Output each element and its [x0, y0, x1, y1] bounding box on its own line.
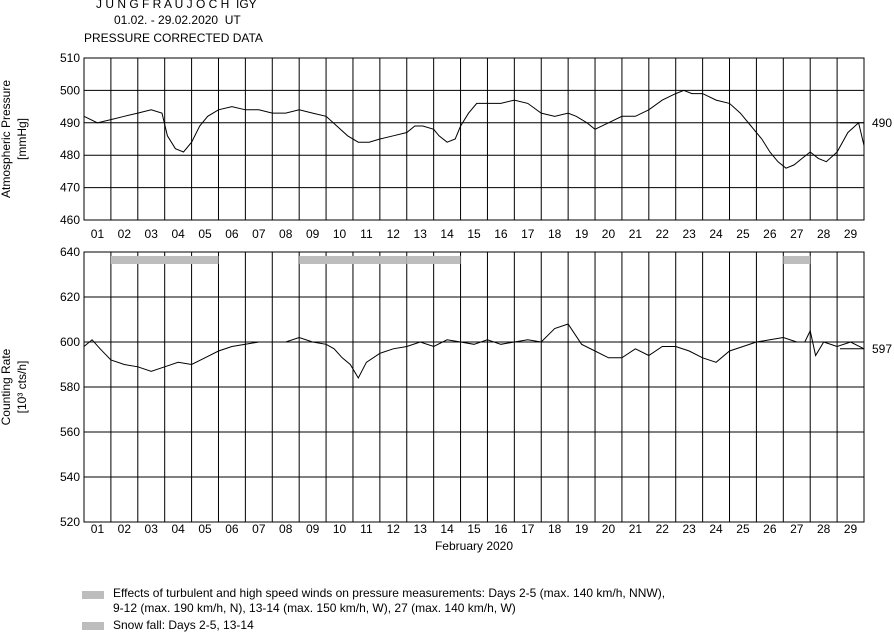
x-tick-label: 19 — [575, 522, 589, 536]
x-tick-label: 01 — [91, 227, 105, 241]
plot-frame — [83, 57, 865, 221]
y-tick-label: 470 — [60, 181, 80, 195]
y-axis-unit: [mmHg] — [15, 118, 29, 160]
x-tick-label: 24 — [709, 227, 723, 241]
x-tick-label: 10 — [333, 522, 347, 536]
snow-legend-swatch — [82, 622, 104, 630]
y-tick-label: 560 — [60, 425, 80, 439]
x-tick-label: 07 — [252, 227, 266, 241]
x-tick-label: 15 — [467, 522, 481, 536]
y-tick-label: 510 — [60, 51, 80, 65]
y-tick-label: 600 — [60, 335, 80, 349]
x-tick-label: 11 — [360, 227, 373, 241]
x-tick-label: 18 — [548, 522, 562, 536]
reference-value-label: 597 — [872, 342, 892, 356]
x-tick-label: 17 — [521, 227, 535, 241]
x-tick-label: 02 — [118, 522, 132, 536]
x-tick-label: 25 — [736, 522, 750, 536]
x-tick-label: 04 — [171, 227, 185, 241]
x-tick-label: 18 — [548, 227, 562, 241]
x-tick-label: 09 — [306, 227, 320, 241]
y-tick-label: 520 — [60, 515, 80, 529]
wind-effect-bar — [299, 256, 407, 264]
x-tick-label: 11 — [360, 522, 373, 536]
x-tick-label: 21 — [629, 227, 643, 241]
x-tick-label: 26 — [763, 227, 777, 241]
wind-effect-bar — [110, 256, 219, 264]
x-tick-label: 17 — [521, 522, 535, 536]
x-tick-label: 15 — [467, 227, 481, 241]
chart-area: 460 470 480 490 500 510 01 02 03 04 05 06 07 08 09 10 11… — [0, 51, 892, 553]
x-tick-label: 13 — [414, 522, 428, 536]
chart-subtitle: PRESSURE CORRECTED DATA — [84, 31, 263, 45]
y-tick-label: 460 — [60, 213, 80, 227]
x-tick-label: 09 — [306, 522, 320, 536]
x-tick-label: 23 — [682, 522, 696, 536]
x-tick-label: 13 — [414, 227, 428, 241]
data-series-line — [83, 323, 865, 380]
x-tick-label: 21 — [629, 522, 643, 536]
snow-legend-text: Snow fall: Days 2-5, 13-14 — [113, 618, 254, 632]
x-tick-label: 19 — [575, 227, 589, 241]
x-tick-label: 08 — [279, 522, 293, 536]
x-tick-label: 10 — [333, 227, 347, 241]
x-tick-label: 27 — [790, 522, 804, 536]
y-tick-label: 640 — [60, 245, 80, 259]
pressure-panel: 460 470 480 490 500 510 01 02 03 04 05 06 07 08 09 10 11… — [0, 51, 892, 241]
x-tick-label: 16 — [494, 522, 508, 536]
x-tick-label: 27 — [790, 227, 804, 241]
x-tick-label: 12 — [387, 522, 401, 536]
x-tick-label: 23 — [682, 227, 696, 241]
x-tick-label: 03 — [145, 227, 159, 241]
y-tick-label: 580 — [60, 380, 80, 394]
data-series-line — [83, 89, 865, 169]
y-tick-label: 620 — [60, 290, 80, 304]
x-tick-label: 05 — [198, 227, 212, 241]
x-tick-label: 16 — [494, 227, 508, 241]
x-tick-label: 22 — [656, 522, 670, 536]
wind-legend-swatch — [82, 591, 104, 599]
x-tick-label: 28 — [817, 522, 831, 536]
station-title: J U N G F R A U J O C H IGY — [96, 0, 257, 11]
y-tick-label: 480 — [60, 148, 80, 162]
wind-effect-bar — [783, 256, 811, 264]
x-tick-label: 03 — [145, 522, 159, 536]
y-tick-label: 500 — [60, 83, 80, 97]
y-tick-label: 490 — [60, 116, 80, 130]
x-tick-label: 06 — [225, 227, 239, 241]
x-tick-label: 06 — [225, 522, 239, 536]
x-tick-label: 22 — [656, 227, 670, 241]
x-tick-label: 08 — [279, 227, 293, 241]
x-tick-label: 05 — [198, 522, 212, 536]
wind-legend-text: Effects of turbulent and high speed wind… — [113, 586, 666, 600]
x-tick-label: 01 — [91, 522, 105, 536]
x-tick-label: 02 — [118, 227, 132, 241]
x-tick-label: 20 — [602, 522, 616, 536]
x-tick-label: 12 — [387, 227, 401, 241]
y-axis-unit: [10³ cts/h] — [15, 361, 29, 414]
x-axis-label: February 2020 — [435, 539, 513, 553]
x-tick-label: 14 — [440, 522, 454, 536]
x-tick-label: 26 — [763, 522, 777, 536]
wind-legend-text-cont: 9-12 (max. 190 km/h, N), 13-14 (max. 150… — [113, 601, 516, 615]
x-tick-label: 29 — [844, 227, 858, 241]
x-tick-label: 20 — [602, 227, 616, 241]
y-axis-label: Atmospheric Pressure — [0, 80, 13, 198]
wind-effect-bar — [406, 256, 461, 264]
counting-rate-panel: 520 540 560 580 600 620 640 01 02 03 04 05 06 07 08 09 1… — [0, 245, 892, 553]
x-tick-label: 04 — [171, 522, 185, 536]
x-tick-label: 25 — [736, 227, 750, 241]
x-tick-label: 07 — [252, 522, 266, 536]
x-tick-label: 29 — [844, 522, 858, 536]
period-label: 01.02. - 29.02.2020 UT — [114, 13, 241, 27]
x-tick-label: 14 — [440, 227, 454, 241]
x-tick-label: 24 — [709, 522, 723, 536]
y-tick-label: 540 — [60, 470, 80, 484]
reference-value-label: 490 — [872, 116, 892, 130]
y-axis-label: Counting Rate — [0, 348, 13, 425]
x-tick-label: 28 — [817, 227, 831, 241]
